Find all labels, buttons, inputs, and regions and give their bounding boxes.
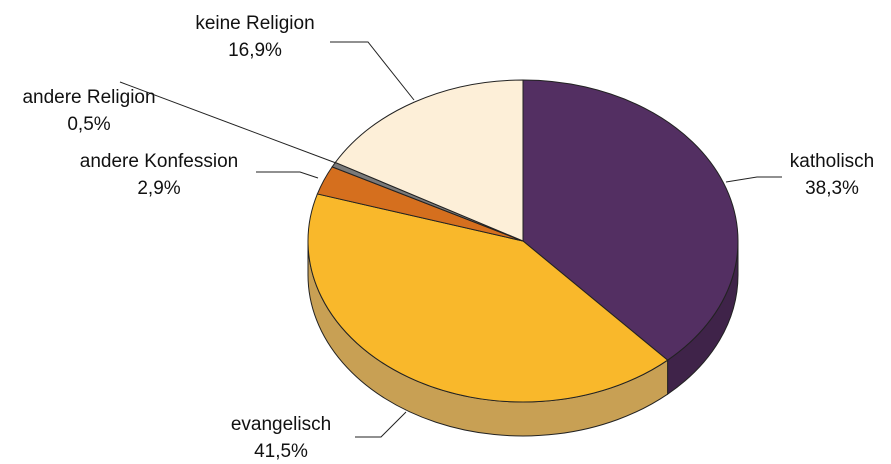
slice-label-andere-konfession: andere Konfession [80, 151, 238, 172]
slice-value-andere-konfession: 2,9% [137, 178, 180, 199]
leader-line-andere-religion [119, 81, 337, 164]
leader-lines [119, 41, 782, 438]
slice-label-andere-religion: andere Religion [22, 87, 155, 108]
slice-label-katholisch: katholisch [790, 151, 875, 172]
leader-line-evangelisch [355, 411, 407, 438]
slice-evangelisch [307, 193, 669, 403]
slice-labels: katholisch 38,3% evangelisch 41,5% ander… [22, 13, 874, 462]
slice-katholisch [522, 79, 739, 361]
slice-value-andere-religion: 0,5% [67, 114, 110, 135]
slice-keine-religion [334, 79, 524, 242]
leader-line-katholisch [725, 176, 782, 183]
pie-slices [307, 79, 739, 403]
leader-line-andere-konfession [256, 171, 319, 179]
slice-value-keine-religion: 16,9% [228, 40, 282, 61]
slice-label-keine-religion: keine Religion [195, 13, 314, 34]
slice-label-evangelisch: evangelisch [231, 414, 331, 435]
slice-value-evangelisch: 41,5% [254, 441, 308, 462]
slice-value-katholisch: 38,3% [805, 178, 859, 199]
leader-line-keine-religion [330, 41, 415, 101]
